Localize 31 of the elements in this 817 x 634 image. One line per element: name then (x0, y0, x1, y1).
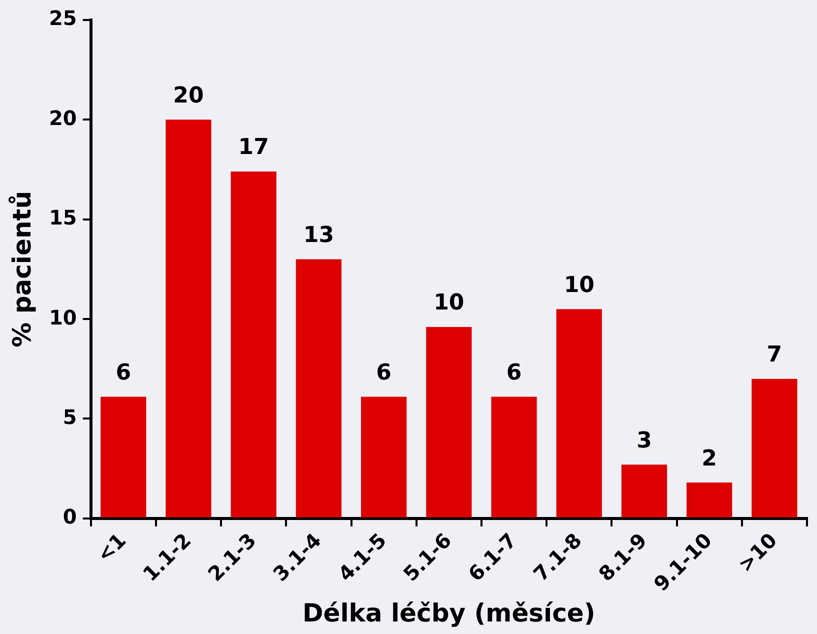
bar (230, 172, 276, 518)
bar (686, 482, 732, 518)
y-tick-label: 15 (48, 206, 77, 230)
x-axis-title: Délka léčby (měsíce) (302, 598, 596, 628)
bar (361, 396, 407, 518)
data-label: 17 (238, 135, 269, 160)
data-label: 6 (506, 360, 522, 386)
bar (556, 309, 602, 518)
y-tick-label: 5 (62, 404, 77, 429)
y-tick-label: 0 (62, 504, 77, 529)
data-label: 10 (564, 272, 594, 298)
bar (100, 396, 146, 518)
y-tick-label: 25 (48, 6, 77, 30)
data-label: 13 (303, 222, 334, 248)
bar (166, 120, 212, 518)
data-label: 3 (636, 428, 652, 454)
data-label: 7 (766, 342, 782, 368)
data-label: 10 (434, 290, 464, 316)
y-tick-label: 10 (48, 305, 77, 330)
data-label: 20 (173, 83, 204, 108)
x-tick-label: <1 (92, 528, 131, 567)
y-axis-title: % pacientů (8, 191, 36, 348)
data-label: 6 (116, 360, 132, 386)
bar (491, 396, 537, 518)
data-label: 6 (376, 360, 392, 386)
data-label: 2 (702, 446, 717, 472)
bar (426, 327, 472, 518)
bar (621, 464, 668, 518)
y-tick-label: 20 (48, 106, 77, 130)
bar (296, 259, 342, 518)
bar (752, 378, 798, 518)
